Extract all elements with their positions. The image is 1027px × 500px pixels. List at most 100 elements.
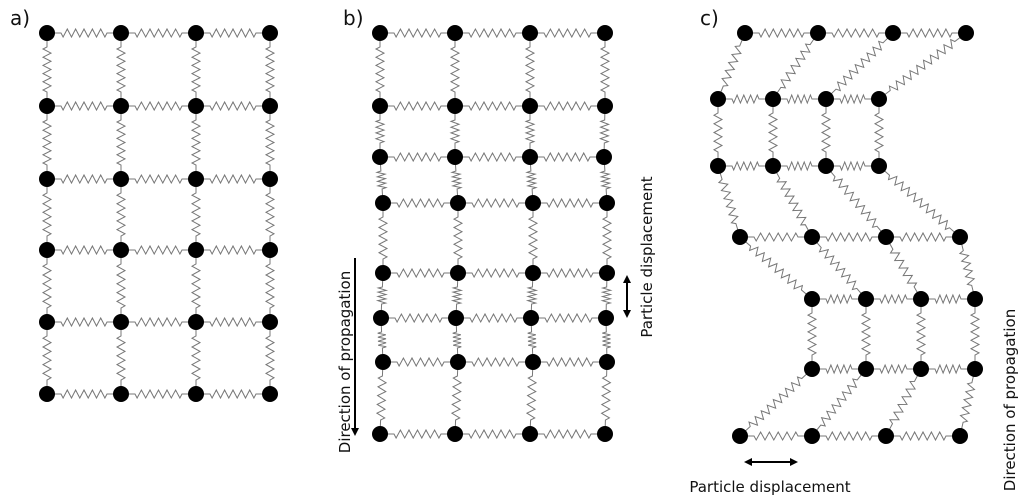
particle xyxy=(710,158,726,174)
spring xyxy=(381,312,456,324)
spring xyxy=(196,388,270,400)
spring xyxy=(533,197,607,209)
spring xyxy=(767,99,779,166)
particle xyxy=(39,242,55,258)
particle xyxy=(188,171,204,187)
spring xyxy=(601,203,613,273)
spring xyxy=(886,430,960,442)
spring xyxy=(718,93,773,105)
spring xyxy=(375,361,388,435)
particle xyxy=(599,354,615,370)
particle xyxy=(262,314,278,330)
spring xyxy=(455,100,530,112)
spring xyxy=(773,160,826,172)
particle xyxy=(710,91,726,107)
particle xyxy=(952,229,968,245)
spring xyxy=(602,317,611,363)
particle xyxy=(525,354,541,370)
spring xyxy=(812,430,886,442)
particle xyxy=(39,25,55,41)
spring xyxy=(772,32,819,100)
spring xyxy=(47,27,121,39)
propagation-caption: Direction of propagation xyxy=(336,271,354,453)
particle xyxy=(596,149,612,165)
spring xyxy=(383,197,458,209)
spring xyxy=(190,322,202,394)
particle xyxy=(952,428,968,444)
spring xyxy=(47,316,121,328)
spring xyxy=(264,33,276,106)
particle xyxy=(375,195,391,211)
spring xyxy=(530,100,605,112)
spring xyxy=(121,100,196,112)
particle xyxy=(188,314,204,330)
spring xyxy=(380,151,455,163)
particle xyxy=(913,291,929,307)
spring xyxy=(826,93,879,105)
particle xyxy=(885,25,901,41)
spring xyxy=(878,165,961,238)
spring xyxy=(377,317,387,363)
spring xyxy=(525,156,538,204)
spring xyxy=(190,106,202,179)
spring xyxy=(860,299,872,369)
spring xyxy=(121,316,196,328)
particle xyxy=(113,25,129,41)
spring xyxy=(190,33,202,106)
particle xyxy=(599,195,615,211)
particle xyxy=(262,171,278,187)
particle xyxy=(372,149,388,165)
spring xyxy=(121,173,196,185)
spring xyxy=(196,27,270,39)
spring xyxy=(41,106,53,179)
spring xyxy=(455,27,530,39)
particle xyxy=(804,428,820,444)
spring xyxy=(455,151,530,163)
particle xyxy=(39,171,55,187)
spring xyxy=(41,322,53,394)
spring xyxy=(47,244,121,256)
particle xyxy=(523,310,539,326)
spring xyxy=(41,33,53,106)
particle xyxy=(858,291,874,307)
spring xyxy=(374,33,386,106)
particle xyxy=(958,25,974,41)
spring xyxy=(455,428,530,440)
spring xyxy=(41,179,53,250)
panel-label: a) xyxy=(10,6,30,30)
spring xyxy=(121,388,196,400)
spring xyxy=(739,236,813,300)
spring xyxy=(740,430,812,442)
particle xyxy=(804,229,820,245)
spring xyxy=(812,363,866,375)
spring xyxy=(190,179,202,250)
particle xyxy=(113,314,129,330)
spring xyxy=(866,363,921,375)
particle xyxy=(447,98,463,114)
particle xyxy=(737,25,753,41)
spring xyxy=(812,293,866,305)
spring xyxy=(921,293,975,305)
spring xyxy=(717,165,741,238)
spring xyxy=(452,317,462,363)
particle xyxy=(375,354,391,370)
spring xyxy=(450,361,463,435)
particle xyxy=(262,98,278,114)
spring xyxy=(380,428,455,440)
particle xyxy=(188,386,204,402)
spring xyxy=(375,272,389,319)
spring xyxy=(740,231,812,243)
particle xyxy=(447,426,463,442)
spring xyxy=(599,156,612,204)
spring xyxy=(374,106,386,157)
particle xyxy=(522,149,538,165)
propagation-caption: Direction of propagation xyxy=(1001,309,1019,491)
particle xyxy=(113,98,129,114)
displacement-caption: Particle displacement xyxy=(638,176,656,337)
spring xyxy=(375,156,388,204)
spring xyxy=(866,293,921,305)
particle xyxy=(732,229,748,245)
particle xyxy=(450,354,466,370)
spring xyxy=(885,236,922,300)
particle xyxy=(262,386,278,402)
